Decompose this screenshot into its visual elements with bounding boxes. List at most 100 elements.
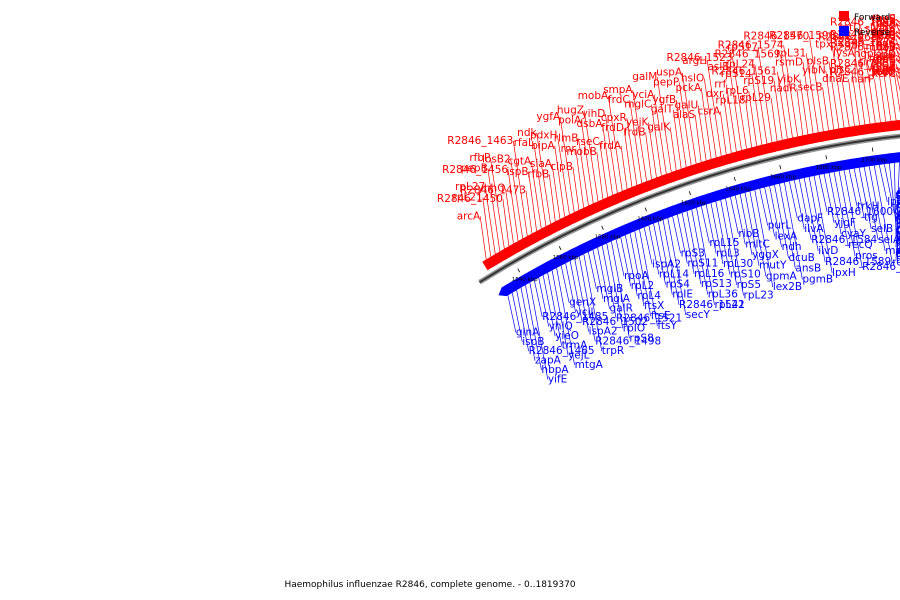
gene-leader-r2846-1473	[525, 190, 533, 234]
gene-label-rps19: rpS19	[743, 75, 774, 87]
gene-leader-nusg	[895, 208, 900, 259]
gene-label-pepd: pepD	[896, 225, 900, 237]
gene-label-cgta: cgtA	[507, 156, 532, 168]
gene-leader-trpr	[583, 254, 603, 352]
gene-label-r2846-1463: R2846_1463	[447, 135, 513, 147]
genome-backbone	[478, 133, 900, 285]
gene-label-rsmd: rsmD	[775, 56, 803, 68]
gene-label-rpl21: rpL21	[453, 192, 483, 204]
scale-tick	[517, 268, 521, 273]
gene-arrow-slyd	[896, 119, 900, 131]
gene-leader-galt	[672, 109, 682, 169]
gene-label-rpl22: rpL22	[715, 299, 745, 311]
gene-leader-narp	[874, 79, 881, 123]
gene-leader-relb	[873, 165, 893, 263]
gene-leader-plsc	[851, 70, 861, 126]
forward-gene-layer: arcArpL21rpL27pepBrfbPR2846_1450yhhQR284…	[437, 13, 900, 271]
scale-tick-label: 1700 kbp	[861, 157, 887, 163]
gene-label-mltc: mltC	[745, 239, 770, 251]
gene-label-galr: galR	[610, 303, 633, 315]
gene-label-waaa: waaA	[867, 62, 896, 74]
gene-leader-plsb	[828, 61, 840, 129]
gene-label-frdd: frdD	[601, 122, 624, 134]
gene-label-trud: truD	[896, 250, 900, 262]
gene-label-r2846-1674: R2846_1674	[830, 37, 896, 49]
gene-label-rpl31: rpL31	[776, 47, 806, 59]
gene-label-galu: galU	[674, 99, 698, 111]
gene-leader-ispb	[511, 292, 523, 342]
gene-leader-mtga	[556, 267, 575, 366]
gene-leader-r2846-1632	[895, 72, 900, 92]
gene-label-asd: asd	[877, 18, 896, 30]
gene-leader-yife	[529, 282, 549, 380]
gene-label-r2846-1634: R2846_1634	[830, 41, 896, 53]
scale-tick	[644, 207, 647, 212]
gene-label-mglc: mglC	[624, 99, 651, 111]
gene-leader-rnr	[575, 148, 585, 208]
gene-label-hbpa: hbpA	[541, 364, 569, 376]
gene-leader-ribb	[730, 196, 739, 235]
gene-leader-rpl27	[484, 186, 496, 255]
gene-label-cyay: cyaY	[841, 228, 866, 240]
gene-label-plsb: plsB	[807, 56, 829, 68]
map-caption: Haemophilus influenzae R2846, complete g…	[284, 580, 575, 590]
scale-tick-label: 1680 kbp	[816, 165, 842, 171]
gene-label-ispb: ispB	[522, 336, 544, 348]
gene-label-ygfb: ygfB	[652, 94, 676, 106]
gene-leader-smpa	[632, 90, 647, 182]
gene-arrow-mlaa	[891, 152, 900, 163]
gene-leader-pola	[580, 120, 594, 204]
gene-leader-lysa	[854, 53, 866, 125]
gene-leader-rps4	[653, 223, 666, 285]
gene-label-sira: sirA	[858, 57, 879, 69]
gene-leader-ftse	[634, 231, 652, 317]
gene-leader-rps11	[677, 214, 688, 264]
gene-label-glpq: glpQ	[896, 223, 900, 235]
gene-label-hugz: hugZ	[557, 104, 584, 116]
gene-label-rps3: rpS3	[681, 247, 705, 259]
gene-label-ansb: ansB	[795, 263, 821, 275]
reverse-gene-layer: glnAispBR2846_1465zapAhbpAyifER2846_1485…	[498, 152, 900, 386]
gene-label-purl: purL	[768, 220, 792, 232]
gene-label-ftse: ftsE	[651, 310, 671, 322]
gene-leader-bipa	[554, 145, 566, 217]
gene-label-lpxh: lpxH	[832, 267, 856, 279]
gene-label-rpl7: rpL7	[896, 236, 900, 248]
gene-leader-clpx	[895, 198, 900, 210]
gene-leader-galu	[697, 105, 707, 161]
gene-label-secb: secB	[798, 81, 823, 93]
gene-leader-cgta	[530, 161, 542, 229]
gene-label-dcub: dcuB	[789, 252, 815, 264]
gene-label-frda: frdA	[599, 140, 621, 152]
gene-label-rpl4: rpL4	[637, 290, 661, 302]
gene-leader-rps19	[773, 80, 783, 140]
gene-label-dxr: dxr	[706, 88, 724, 100]
gene-label-ispd: ispD	[873, 49, 896, 61]
gene-leader-ygfa	[559, 117, 575, 213]
gene-leader-yejk	[648, 122, 657, 178]
gene-label-glpx: glpX	[873, 61, 896, 73]
gene-label-clpx: clpX	[896, 204, 900, 216]
gene-leader-hgpc	[880, 53, 892, 122]
gene-leader-rfal	[533, 143, 547, 227]
legend-forward-swatch	[839, 11, 849, 21]
gene-label-rlue: rluE	[896, 201, 900, 213]
gene-label-zapa: zapA	[535, 355, 562, 367]
gene-label-frdc: frdC	[608, 94, 630, 106]
gene-label-rps10: rpS10	[730, 268, 761, 280]
gene-label-gpta: gptA	[871, 25, 896, 37]
gene-leader-r2846-1450	[502, 199, 510, 247]
gene-label-trma: trmA	[562, 340, 588, 352]
gene-leader-rrf	[726, 84, 737, 152]
gene-label-ygfa: ygfA	[536, 111, 561, 123]
gene-label-crga: crgA	[896, 187, 900, 199]
gene-label-rps14: rpS14	[721, 68, 752, 80]
gene-leader-cyay	[828, 172, 842, 235]
scale-tick-label: 1540 kbp	[512, 277, 538, 283]
gene-label-r2846-1632: R2846_1632	[830, 66, 896, 78]
gene-label-r2846-1569: R2846_1569	[714, 49, 780, 61]
gene-label-uspa: uspA	[656, 67, 683, 79]
gene-label-r2846-1450: R2846_1450	[437, 193, 503, 205]
gene-leader-hugz	[583, 110, 599, 202]
gene-label-r2846-1589: R2846_1589	[825, 256, 891, 268]
